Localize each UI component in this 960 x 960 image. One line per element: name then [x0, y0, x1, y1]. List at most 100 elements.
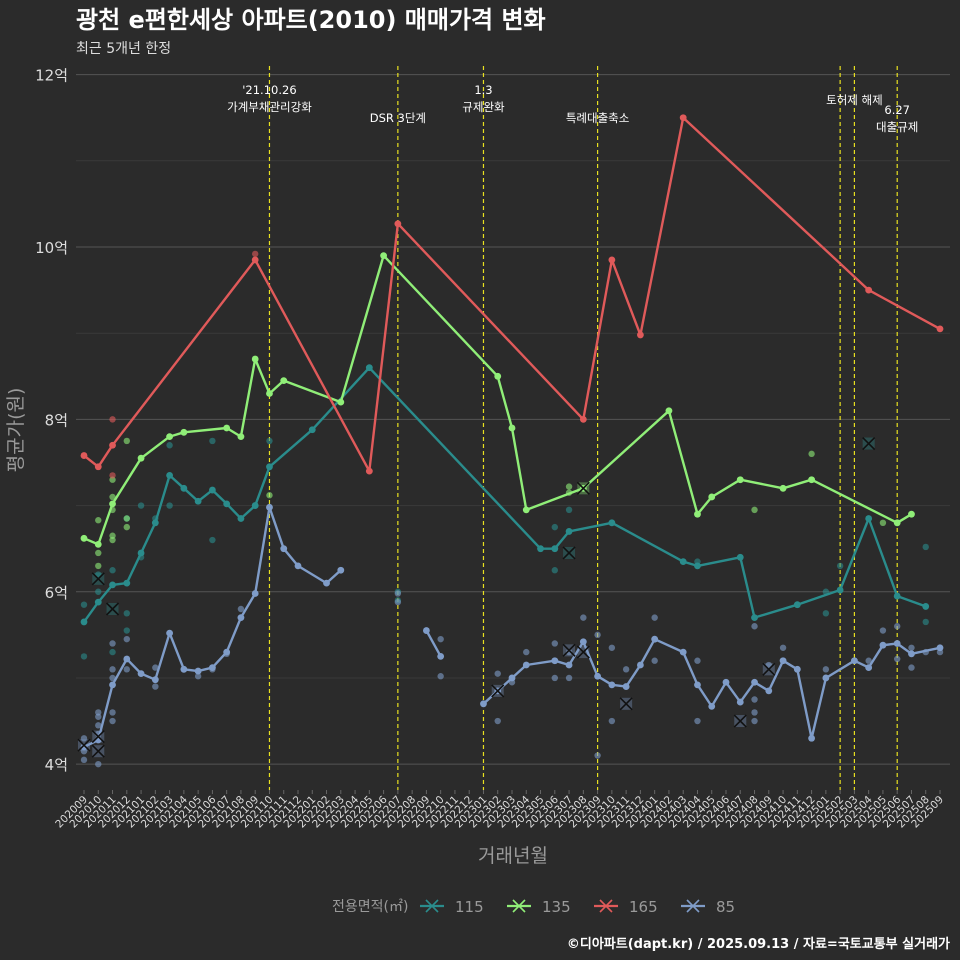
line-point: [223, 648, 231, 656]
line-point: [665, 407, 673, 415]
y-tick-label: 8억: [45, 411, 68, 429]
event-label: DSR 3단계: [370, 111, 426, 125]
line-point: [908, 510, 915, 518]
line-point: [736, 476, 744, 484]
line-point: [266, 503, 273, 511]
line-point: [251, 590, 259, 597]
line-point: [579, 638, 587, 646]
data-point: [237, 605, 245, 613]
line-point: [194, 667, 202, 675]
line-point: [808, 476, 815, 484]
line-point: [151, 676, 159, 684]
data-point: [80, 735, 88, 742]
line-point: [394, 220, 402, 228]
data-point: [908, 644, 915, 651]
cross-marker: [619, 697, 633, 711]
line-point: [280, 377, 288, 384]
data-point: [95, 709, 102, 716]
grid: [76, 74, 950, 765]
line-point: [266, 390, 273, 397]
line-point: [893, 592, 901, 600]
line-point: [637, 661, 644, 669]
line-point: [793, 665, 801, 673]
line-point: [622, 683, 630, 690]
data-point: [209, 536, 216, 544]
data-point: [565, 674, 573, 682]
cross-marker: [77, 738, 91, 752]
line-point: [80, 534, 88, 542]
line-point: [109, 681, 116, 689]
line-point: [537, 545, 544, 553]
event-label: '21.10.26: [242, 83, 296, 97]
line-point: [722, 678, 730, 686]
line-point: [151, 519, 159, 527]
data-point: [95, 549, 102, 557]
line-point: [565, 528, 573, 535]
cross-marker: [562, 546, 576, 560]
data-point: [879, 519, 887, 527]
data-point: [152, 683, 159, 690]
line-point: [522, 661, 530, 669]
data-point: [95, 588, 102, 595]
line-point: [237, 433, 245, 441]
line-point: [679, 648, 687, 656]
data-point: [152, 664, 159, 671]
y-axis-label: 평균가(원): [5, 388, 27, 473]
event-label: 규제완화: [462, 100, 505, 114]
data-point: [109, 666, 116, 673]
event-label: 가계부채관리강화: [227, 100, 312, 114]
y-tick-label: 12억: [35, 67, 68, 85]
line-point: [594, 672, 601, 680]
data-point: [109, 648, 116, 656]
data-point: [123, 437, 130, 445]
line-point: [508, 674, 516, 682]
data-point: [394, 598, 402, 606]
line-point: [109, 500, 116, 508]
data-point: [123, 627, 130, 634]
line-point: [365, 467, 373, 475]
line-point: [765, 687, 773, 695]
line-point: [679, 558, 687, 565]
data-point: [694, 717, 701, 725]
legend-label: 165: [629, 898, 658, 916]
line-point: [123, 579, 131, 587]
data-point: [922, 618, 929, 626]
data-point: [437, 635, 444, 643]
line-point: [565, 661, 573, 669]
line-point: [180, 665, 188, 673]
legend: 전용면적(㎡) 115 135 165 85: [332, 898, 735, 916]
line-point: [94, 540, 102, 548]
data-point: [808, 450, 815, 458]
data-point: [865, 657, 872, 664]
line-point: [751, 678, 758, 686]
line-point: [109, 441, 116, 449]
line-point: [80, 743, 88, 751]
line-point: [251, 502, 259, 509]
line-point: [608, 519, 616, 527]
cross-marker: [762, 662, 776, 676]
cross-marker: [576, 645, 590, 659]
line-point: [137, 454, 145, 462]
line-point: [736, 553, 744, 561]
data-point: [922, 543, 929, 551]
legend-label: 85: [716, 898, 735, 916]
data-point: [551, 567, 558, 574]
data-point: [608, 644, 616, 651]
data-point: [551, 523, 558, 531]
data-point: [209, 437, 216, 445]
line-point: [893, 519, 901, 527]
data-point: [565, 483, 573, 490]
line-point: [180, 484, 188, 492]
series-165: [80, 114, 944, 479]
y-axis: 4억 6억 8억 10억 12억: [35, 67, 68, 775]
line-point: [865, 515, 873, 522]
line-point: [808, 734, 815, 742]
data-point: [694, 657, 701, 664]
x-axis-label: 거래년월: [478, 845, 548, 867]
series-135: [80, 252, 915, 570]
data-point: [751, 696, 758, 703]
data-point: [252, 250, 259, 258]
line-point: [223, 500, 231, 508]
line-point: [209, 664, 216, 672]
cross-marker: [91, 572, 105, 586]
